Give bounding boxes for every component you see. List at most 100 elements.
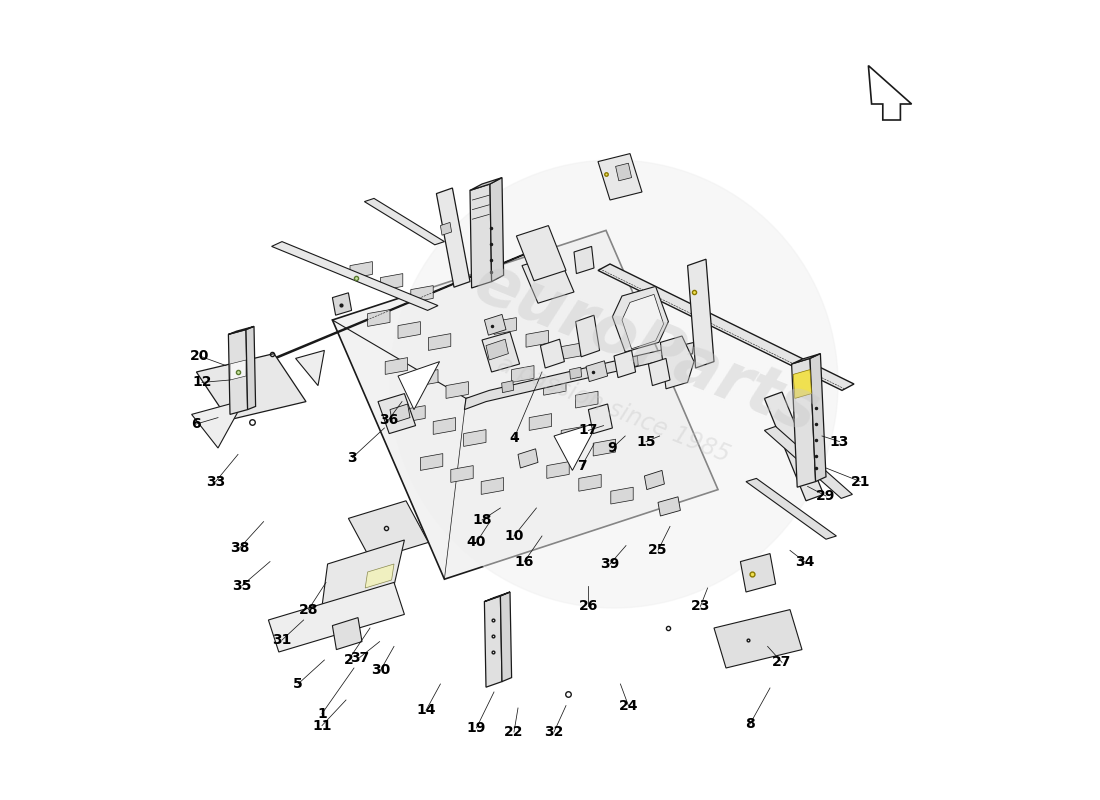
Polygon shape xyxy=(764,426,853,498)
Polygon shape xyxy=(385,358,408,374)
Polygon shape xyxy=(420,454,443,470)
Text: 35: 35 xyxy=(232,578,252,593)
Polygon shape xyxy=(575,315,600,357)
Polygon shape xyxy=(381,274,403,290)
Text: 26: 26 xyxy=(579,599,598,614)
Text: 33: 33 xyxy=(206,474,225,489)
Text: 34: 34 xyxy=(794,554,814,569)
Polygon shape xyxy=(470,178,502,190)
Polygon shape xyxy=(494,318,516,334)
Text: 17: 17 xyxy=(579,423,598,438)
Polygon shape xyxy=(570,367,582,379)
Text: 19: 19 xyxy=(466,721,486,735)
Polygon shape xyxy=(626,356,638,368)
Text: 24: 24 xyxy=(618,698,638,713)
Text: 27: 27 xyxy=(772,655,792,670)
Text: 36: 36 xyxy=(378,413,398,427)
Text: 20: 20 xyxy=(190,349,209,363)
Polygon shape xyxy=(322,540,405,606)
Polygon shape xyxy=(390,404,410,423)
Text: 38: 38 xyxy=(230,541,250,555)
Polygon shape xyxy=(486,339,508,360)
Polygon shape xyxy=(543,378,566,395)
Polygon shape xyxy=(614,350,636,378)
Text: 37: 37 xyxy=(350,650,370,665)
Polygon shape xyxy=(526,330,549,347)
Polygon shape xyxy=(793,370,812,398)
Text: 28: 28 xyxy=(298,602,318,617)
Polygon shape xyxy=(451,466,473,482)
Polygon shape xyxy=(272,242,438,310)
Polygon shape xyxy=(398,322,420,338)
Polygon shape xyxy=(579,474,602,491)
Text: 25: 25 xyxy=(648,543,668,558)
Polygon shape xyxy=(518,449,538,468)
Text: 39: 39 xyxy=(601,557,619,571)
Polygon shape xyxy=(296,350,324,386)
Text: 11: 11 xyxy=(312,718,332,733)
Polygon shape xyxy=(268,582,405,652)
Polygon shape xyxy=(229,326,254,334)
Polygon shape xyxy=(746,478,836,539)
Text: 13: 13 xyxy=(829,434,849,449)
Polygon shape xyxy=(482,332,519,372)
Polygon shape xyxy=(540,339,564,368)
Polygon shape xyxy=(197,354,306,420)
Text: 4: 4 xyxy=(509,431,519,446)
Polygon shape xyxy=(574,246,594,274)
Text: 22: 22 xyxy=(504,725,524,739)
Polygon shape xyxy=(575,391,598,408)
Text: 9: 9 xyxy=(607,441,617,455)
Text: 2: 2 xyxy=(343,653,353,667)
Polygon shape xyxy=(433,418,455,434)
Text: 6: 6 xyxy=(191,417,201,431)
Text: 1: 1 xyxy=(317,706,327,721)
Polygon shape xyxy=(490,178,504,282)
Polygon shape xyxy=(621,294,663,349)
Polygon shape xyxy=(428,334,451,350)
Polygon shape xyxy=(446,382,469,398)
Text: 31: 31 xyxy=(273,633,292,647)
Text: 18: 18 xyxy=(472,513,492,527)
Polygon shape xyxy=(598,154,642,200)
Text: 32: 32 xyxy=(544,725,563,739)
Polygon shape xyxy=(349,501,428,560)
Polygon shape xyxy=(367,310,390,326)
Polygon shape xyxy=(522,254,574,303)
Polygon shape xyxy=(529,414,551,430)
Polygon shape xyxy=(350,262,373,278)
Polygon shape xyxy=(191,400,244,448)
Text: 29: 29 xyxy=(816,489,836,503)
Text: 12: 12 xyxy=(192,375,211,390)
Polygon shape xyxy=(586,361,607,382)
Polygon shape xyxy=(588,404,613,434)
Polygon shape xyxy=(792,354,821,364)
Text: 30: 30 xyxy=(371,663,390,678)
Polygon shape xyxy=(332,293,352,315)
Text: 5: 5 xyxy=(293,677,303,691)
Polygon shape xyxy=(234,244,549,376)
Polygon shape xyxy=(332,618,362,650)
Polygon shape xyxy=(714,610,802,668)
Polygon shape xyxy=(764,392,824,501)
Polygon shape xyxy=(230,360,246,380)
Polygon shape xyxy=(229,330,248,414)
Polygon shape xyxy=(502,381,514,393)
Polygon shape xyxy=(481,478,504,494)
Polygon shape xyxy=(470,184,492,288)
Polygon shape xyxy=(512,366,534,382)
Polygon shape xyxy=(416,370,438,386)
Polygon shape xyxy=(547,462,569,478)
Polygon shape xyxy=(464,342,694,410)
Polygon shape xyxy=(868,66,912,120)
Text: 10: 10 xyxy=(504,529,524,543)
Polygon shape xyxy=(658,497,681,516)
Polygon shape xyxy=(484,596,502,687)
Polygon shape xyxy=(561,426,584,443)
Text: 23: 23 xyxy=(691,599,711,614)
Text: 14: 14 xyxy=(416,703,436,718)
Circle shape xyxy=(390,160,838,608)
Polygon shape xyxy=(234,370,248,389)
Text: 7: 7 xyxy=(578,458,586,473)
Polygon shape xyxy=(648,358,670,386)
